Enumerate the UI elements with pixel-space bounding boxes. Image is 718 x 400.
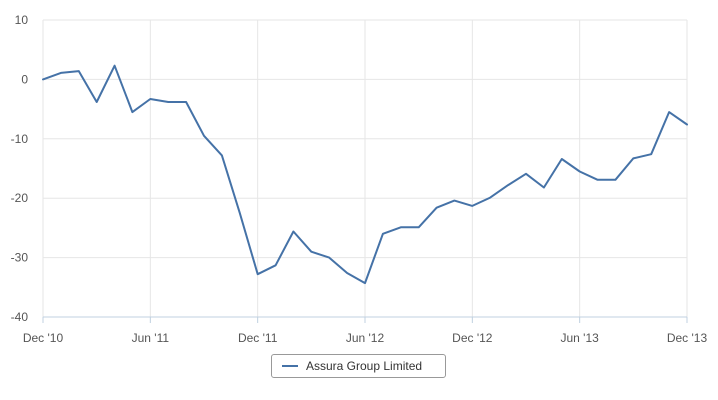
y-tick-label: -40 (11, 310, 29, 324)
series-lines (42, 64, 688, 285)
x-tick-labels: Dec '10 Jun '11 Dec '11 Jun '12 Dec '12 Jun '… (23, 331, 708, 345)
x-tick-label: Dec '10 (23, 331, 64, 345)
y-tick-label: 10 (15, 13, 29, 27)
x-tick-label: Jun '11 (132, 331, 170, 345)
legend-swatch (282, 365, 298, 367)
y-tick-label: 0 (21, 72, 28, 86)
y-tick-label: -30 (11, 251, 29, 265)
x-tick-label: Dec '12 (452, 331, 493, 345)
x-axis (42, 316, 688, 323)
y-tick-label: -20 (11, 191, 29, 205)
y-tick-labels: 10 0 -10 -20 -30 -40 (11, 13, 29, 324)
x-tick-label: Jun '12 (346, 331, 385, 345)
series-line-assura-group-limited[interactable] (42, 64, 688, 285)
x-tick-label: Dec '13 (667, 331, 708, 345)
legend[interactable]: Assura Group Limited (271, 354, 446, 378)
x-tick-label: Dec '11 (238, 331, 278, 345)
y-tick-label: -10 (11, 132, 29, 146)
x-gridlines (42, 20, 688, 317)
legend-label: Assura Group Limited (306, 359, 423, 373)
x-tick-label: Jun '13 (561, 331, 600, 345)
